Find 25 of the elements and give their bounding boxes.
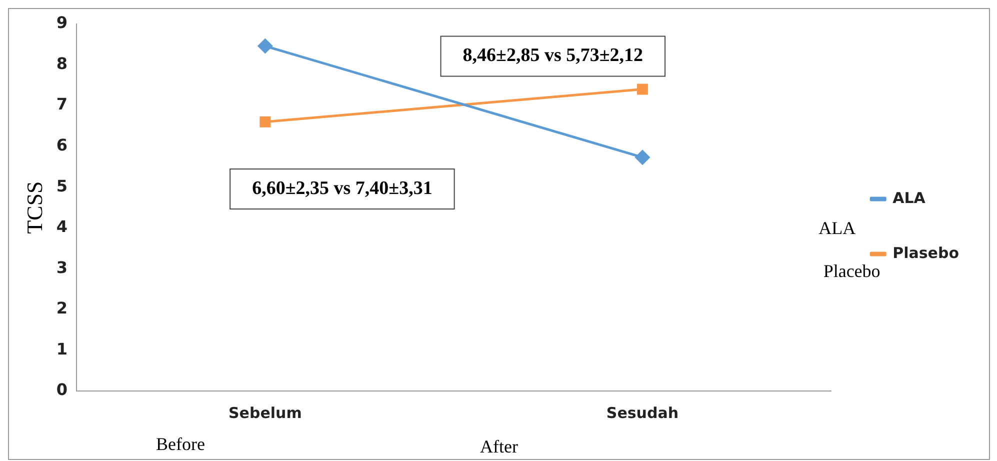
legend-label: ALA	[892, 188, 926, 207]
text: Before	[156, 434, 205, 454]
y-tick-label: 6	[56, 135, 68, 154]
point	[636, 84, 648, 95]
y-tick-label: 1	[56, 339, 68, 358]
y-tick-label: 9	[56, 13, 68, 32]
point	[635, 150, 650, 165]
point	[260, 116, 271, 128]
annotation: Placebo	[823, 260, 880, 281]
y-axis-title: TCSS	[22, 181, 47, 234]
point	[258, 38, 272, 54]
annotation: ALA	[818, 218, 856, 238]
x-tick-label: Sesudah	[606, 404, 679, 422]
legend-label: Plasebo	[892, 244, 960, 262]
y-tick-label: 7	[56, 94, 68, 114]
y-tick-label: 3	[56, 258, 68, 277]
annotation: 8,46±2,85 vs 5,73±2,12	[462, 45, 644, 66]
x-tick-label: Sebelum	[228, 404, 302, 422]
y-tick-label: 4	[56, 217, 68, 236]
y-tick-label: 8	[56, 54, 68, 73]
y-tick-label: 2	[56, 298, 68, 318]
annotation: 6,60±2,35 vs 7,40±3,31	[252, 178, 432, 199]
text: After	[480, 436, 518, 456]
y-tick-label: 0	[56, 380, 68, 400]
y-tick-label: 5	[56, 176, 68, 196]
